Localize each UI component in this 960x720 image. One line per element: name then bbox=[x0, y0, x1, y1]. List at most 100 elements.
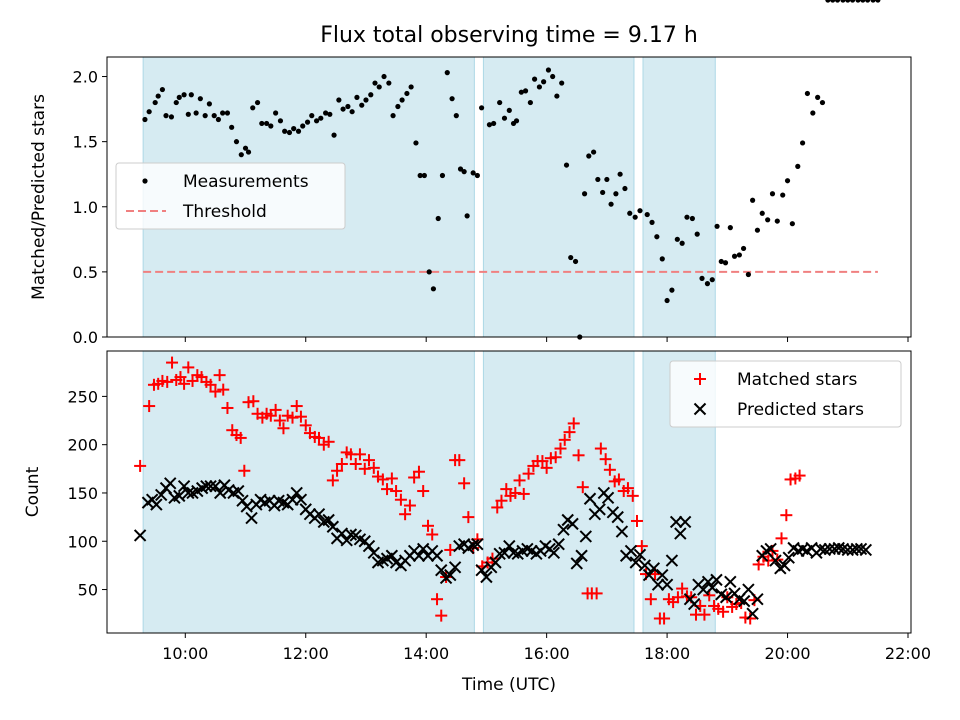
predicted-star-point bbox=[480, 570, 493, 584]
ratio-legend-box bbox=[115, 162, 346, 230]
measurement-point bbox=[224, 110, 231, 116]
matched-star-point bbox=[644, 593, 657, 606]
measurement-point bbox=[522, 88, 529, 94]
matched-star-point bbox=[563, 426, 576, 439]
predicted-star-point bbox=[751, 592, 764, 606]
predicted-star-point bbox=[340, 534, 353, 547]
measurement-point bbox=[613, 191, 619, 197]
matched-star-point bbox=[540, 461, 553, 474]
shaded-interval-2 bbox=[482, 56, 635, 338]
measurement-point bbox=[404, 90, 410, 97]
predicted-star-point bbox=[737, 594, 751, 608]
predicted-star-point bbox=[290, 486, 303, 500]
legend-predicted-marker bbox=[693, 402, 707, 416]
measurement-point bbox=[323, 110, 329, 116]
matched-star-point bbox=[458, 477, 471, 490]
matched-star-point bbox=[390, 485, 403, 498]
measurement-point bbox=[531, 76, 538, 82]
x-axis-label: Time (UTC) bbox=[461, 675, 556, 695]
matched-star-point bbox=[421, 519, 434, 532]
measurement-point bbox=[331, 132, 337, 138]
measurement-point bbox=[527, 99, 533, 106]
measurement-point bbox=[727, 225, 733, 231]
predicted-star-point bbox=[778, 559, 791, 572]
measurement-point bbox=[834, 0, 841, 3]
measurement-point bbox=[395, 103, 401, 110]
measurement-point bbox=[309, 113, 315, 119]
matched-star-point bbox=[399, 508, 412, 521]
predicted-star-point bbox=[629, 556, 642, 569]
measurement-point bbox=[291, 126, 297, 132]
predicted-star-point bbox=[769, 554, 782, 567]
predicted-star-point bbox=[444, 568, 457, 582]
measurement-point bbox=[750, 197, 756, 203]
measurement-point bbox=[689, 215, 695, 222]
measurement-point bbox=[704, 281, 711, 287]
measurement-point bbox=[439, 172, 446, 179]
matched-star-point bbox=[412, 465, 425, 478]
measurement-point bbox=[181, 92, 187, 98]
predicted-star-point bbox=[412, 549, 426, 562]
measurement-point bbox=[254, 99, 261, 106]
measurement-point bbox=[421, 172, 427, 179]
predicted-star-point bbox=[204, 479, 217, 493]
matched-star-point bbox=[435, 609, 448, 622]
measurement-point bbox=[345, 103, 351, 110]
measurement-point bbox=[718, 258, 724, 265]
measurement-point bbox=[444, 70, 450, 76]
matched-star-point bbox=[744, 612, 757, 625]
measurement-point bbox=[273, 110, 279, 116]
measurement-point bbox=[188, 92, 194, 98]
measurement-point bbox=[669, 287, 675, 293]
measurement-point bbox=[865, 0, 871, 3]
matched-star-point bbox=[635, 540, 648, 553]
matched-star-point bbox=[500, 483, 513, 496]
predicted-star-point bbox=[362, 539, 376, 553]
measurement-point bbox=[242, 145, 249, 151]
matched-star-point bbox=[658, 612, 671, 625]
y-tick-label: 50 bbox=[78, 581, 98, 600]
measurement-point bbox=[349, 109, 355, 115]
predicted-star-point bbox=[611, 510, 624, 524]
measurement-point bbox=[250, 105, 256, 111]
matched-star-point bbox=[554, 442, 567, 455]
measurement-point bbox=[644, 211, 650, 218]
predicted-star-point bbox=[633, 548, 647, 561]
measurement-point bbox=[259, 120, 265, 127]
matched-star-point bbox=[403, 499, 416, 512]
measurement-point bbox=[354, 94, 360, 100]
measurement-point bbox=[699, 275, 705, 281]
measurement-point bbox=[736, 252, 742, 258]
measurement-point bbox=[664, 297, 670, 304]
matched-star-point bbox=[567, 417, 580, 430]
matched-star-point bbox=[621, 482, 634, 495]
matched-star-point bbox=[367, 461, 380, 474]
measurement-point bbox=[263, 120, 270, 127]
x-tick-label: 14:00 bbox=[403, 644, 449, 663]
measurement-point bbox=[674, 236, 680, 242]
matched-star-point bbox=[213, 369, 226, 382]
measurement-point bbox=[146, 109, 152, 115]
legend-matched-label: Matched stars bbox=[737, 370, 857, 390]
measurement-point bbox=[586, 153, 592, 159]
measurement-point bbox=[417, 172, 423, 179]
y-tick-label: 1.5 bbox=[73, 133, 98, 152]
measurement-point bbox=[554, 93, 560, 99]
legend-plus bbox=[694, 373, 706, 385]
matched-star-point bbox=[603, 463, 616, 476]
predicted-star-point bbox=[489, 556, 502, 569]
measurement-point bbox=[875, 0, 881, 3]
predicted-star-point bbox=[678, 515, 692, 529]
matched-star-point bbox=[793, 469, 806, 482]
matched-star-point bbox=[322, 435, 335, 448]
matched-star-point bbox=[161, 375, 174, 388]
measurement-point bbox=[799, 140, 806, 146]
matched-star-point bbox=[431, 593, 444, 606]
matched-star-point bbox=[294, 410, 307, 423]
predicted-star-point bbox=[583, 492, 597, 505]
measurement-point bbox=[268, 123, 274, 129]
measurement-point bbox=[300, 123, 306, 129]
measurement-point bbox=[860, 0, 866, 3]
predicted-star-point bbox=[493, 547, 506, 561]
measurement-point bbox=[825, 0, 831, 3]
